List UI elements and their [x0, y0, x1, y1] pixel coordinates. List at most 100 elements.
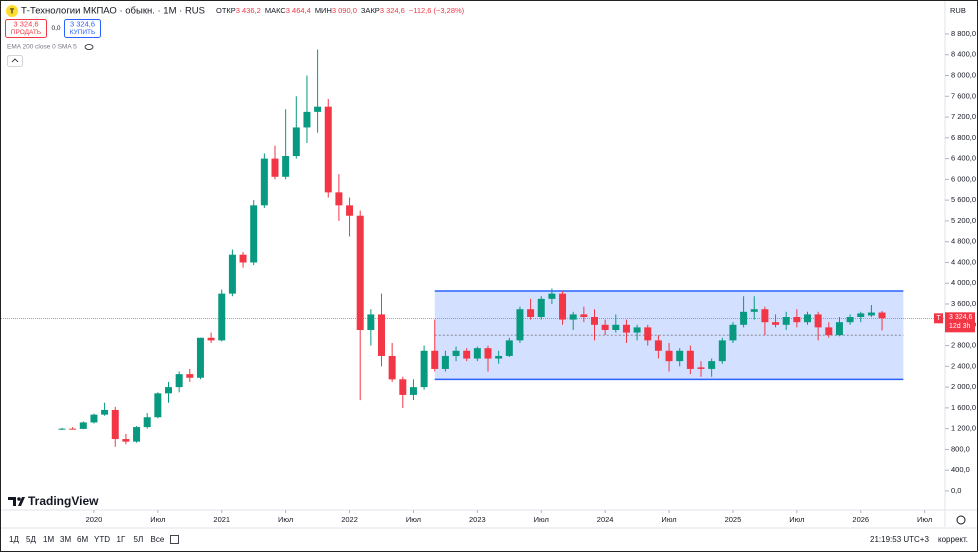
- candle-body: [186, 374, 194, 378]
- y-tick-label: 6 400,0: [951, 154, 976, 163]
- candle-body: [665, 350, 673, 362]
- candle-body: [356, 215, 364, 330]
- symbol-title[interactable]: Т-Технологии МКПАО · обыкн. · 1М · RUS: [21, 6, 205, 17]
- candle-body: [793, 317, 801, 323]
- price-tag: [945, 312, 975, 333]
- settings-icon[interactable]: [956, 515, 966, 525]
- ohlc-change: −112,6 (−3,28%): [409, 6, 465, 15]
- candle-body: [346, 205, 354, 216]
- range-buttons: 1Д 5Д 1М 3М 6М YTD 1Г 5Л Все: [9, 535, 165, 544]
- range-button[interactable]: 3М: [60, 535, 71, 544]
- candle-body: [527, 309, 535, 318]
- indicators[interactable]: EMA 200 close 0 SMA 5: [7, 44, 77, 51]
- candle-body: [388, 355, 396, 380]
- ohlc-value: 3 090,0: [332, 6, 357, 15]
- x-tick-label: 2024: [597, 515, 614, 524]
- range-button[interactable]: 6М: [77, 535, 88, 544]
- x-tick-label: 2022: [341, 515, 358, 524]
- candle-body: [367, 314, 375, 330]
- candle-body: [378, 314, 385, 356]
- candle-body: [644, 327, 652, 341]
- candle-body: [239, 254, 247, 263]
- x-tick-label: Июл: [534, 515, 549, 524]
- currency[interactable]: RUB: [950, 6, 966, 15]
- candle-body: [697, 367, 705, 369]
- candle-body: [90, 414, 98, 423]
- x-tick-label: 2026: [852, 515, 869, 524]
- adjust-button[interactable]: коррект.: [938, 535, 968, 544]
- candle-body: [750, 309, 758, 312]
- ticker-tag-text: Т: [936, 315, 941, 322]
- candle-body: [867, 312, 875, 316]
- range-button[interactable]: YTD: [94, 535, 110, 544]
- candle-body: [516, 309, 524, 341]
- candle-body: [165, 387, 172, 394]
- collapse-button[interactable]: [7, 55, 23, 67]
- candle-body: [825, 327, 833, 336]
- candle-body: [708, 361, 716, 369]
- candle-body: [79, 422, 87, 429]
- eye-icon[interactable]: [84, 44, 94, 50]
- x-tick-label: Июл: [150, 515, 165, 524]
- range-button[interactable]: 1Г: [117, 535, 126, 544]
- ohlc-label: МАКС: [265, 6, 287, 15]
- candle-body: [271, 158, 279, 177]
- buy-button[interactable]: [64, 19, 101, 38]
- range-button[interactable]: 5Л: [134, 535, 144, 544]
- x-tick-label: 2021: [213, 515, 230, 524]
- range-button[interactable]: 1Д: [9, 535, 19, 544]
- symbol-icon-text: T: [10, 8, 15, 15]
- candle-body: [580, 314, 588, 318]
- ohlc-value: 3 436,2: [236, 6, 261, 15]
- candle-body: [228, 254, 236, 294]
- candle-body: [143, 417, 151, 428]
- y-tick-label: 8 800,0: [951, 29, 976, 38]
- buy-price: 3 324,6: [70, 19, 95, 28]
- candle-body: [548, 293, 556, 299]
- y-tick-label: 2 400,0: [951, 361, 976, 370]
- sell-label: ПРОДАТЬ: [11, 29, 41, 36]
- candle-body: [591, 317, 598, 325]
- sell-price: 3 324,6: [13, 19, 38, 28]
- candle-body: [218, 293, 226, 341]
- y-tick-label: 2 800,0: [951, 341, 976, 350]
- candle-body: [314, 106, 322, 112]
- candle-body: [846, 317, 854, 323]
- y-tick-label: 4 400,0: [951, 257, 976, 266]
- candle-body: [420, 350, 428, 388]
- candle-body: [654, 340, 662, 351]
- range-button[interactable]: 1М: [43, 535, 54, 544]
- candle-body: [175, 374, 183, 388]
- buy-label: КУПИТЬ: [70, 29, 96, 36]
- symbol-icon: [6, 5, 18, 17]
- candle-body: [612, 324, 620, 330]
- y-tick-label: 1 600,0: [951, 403, 976, 412]
- date-range-icon[interactable]: [170, 535, 179, 544]
- y-tick-label: 4 800,0: [951, 237, 976, 246]
- candle-body: [324, 106, 332, 193]
- y-tick-label: 8 000,0: [951, 70, 976, 79]
- candle-body: [484, 348, 492, 359]
- candle-body: [857, 313, 865, 318]
- y-tick-label: 400,0: [951, 465, 970, 474]
- ohlc-label: МИН: [315, 6, 332, 15]
- x-tick-label: Июл: [406, 515, 421, 524]
- sell-button[interactable]: [5, 19, 47, 38]
- x-tick-label: 2023: [469, 515, 486, 524]
- ohlc-value: 3 324,6: [380, 6, 405, 15]
- x-tick-label: Июл: [789, 515, 804, 524]
- candle-body: [69, 428, 77, 430]
- candle-body: [782, 317, 790, 325]
- candle-body: [58, 428, 66, 430]
- range-button[interactable]: 5Д: [26, 535, 36, 544]
- x-tick-label: Июл: [661, 515, 676, 524]
- range-button[interactable]: Все: [151, 535, 165, 544]
- candle-body: [409, 387, 417, 395]
- y-tick-label: 0,0: [951, 486, 961, 495]
- x-tick-label: Июл: [917, 515, 932, 524]
- ohlc-value: 3 464,4: [286, 6, 311, 15]
- price-tag-countdown: 12d 3h: [949, 323, 971, 330]
- price-tag-value: 3 324,6: [949, 314, 972, 321]
- y-tick-label: 6 000,0: [951, 174, 976, 183]
